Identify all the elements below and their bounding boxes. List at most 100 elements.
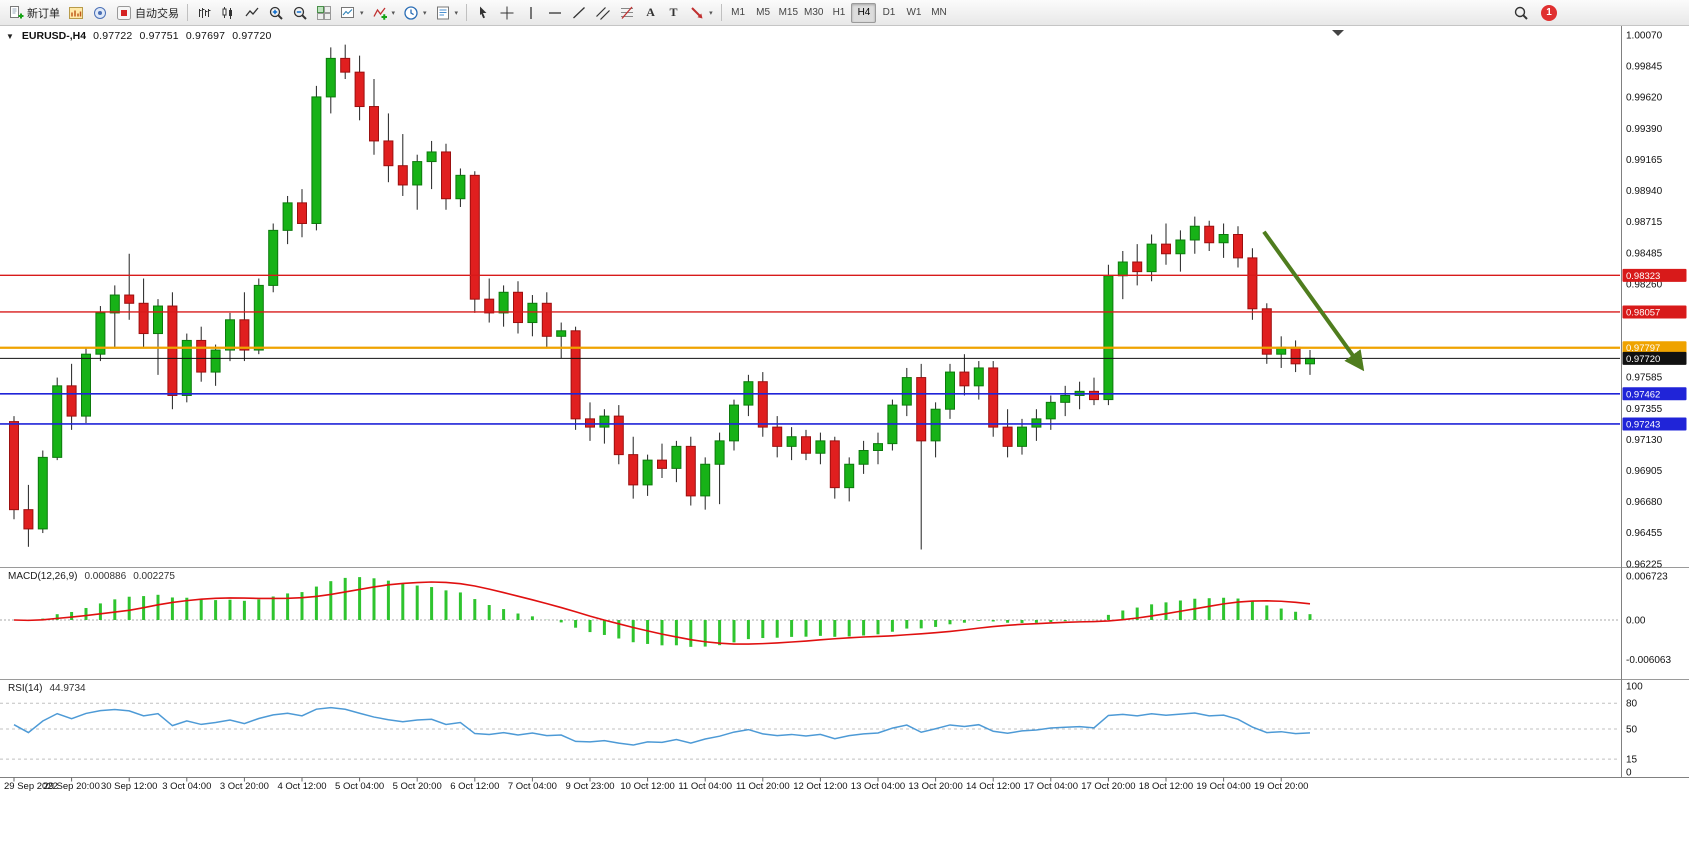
vline-icon	[530, 6, 532, 19]
timeframe-button-M30[interactable]: M30	[804, 7, 824, 18]
autotrade-icon	[117, 5, 131, 20]
price-badge-text: 0.98323	[1626, 271, 1660, 282]
candle-body	[930, 408, 941, 442]
price-tick-label: 1.00070	[1626, 31, 1663, 42]
line-chart-button[interactable]	[240, 2, 264, 23]
price-tick-label: 0.99845	[1626, 61, 1663, 72]
time-axis-label: 19 Oct 04:00	[1196, 781, 1251, 792]
price-tick-label: 0.99620	[1626, 92, 1663, 103]
price-tick-label: 0.96455	[1626, 528, 1663, 539]
candle-body	[268, 229, 279, 286]
candle-body	[541, 302, 552, 337]
one-click-trading-arrow[interactable]: ▼	[6, 31, 14, 41]
candle-body	[354, 71, 365, 108]
toolbar-right-group: 1	[1509, 2, 1557, 23]
price-tick-label: 0.98260	[1626, 280, 1663, 291]
candle-body	[772, 426, 783, 447]
timeframe-button-H1[interactable]: H1	[832, 7, 846, 18]
price-badge-text: 0.98057	[1626, 307, 1660, 318]
timeframe-button-H4[interactable]: H4	[851, 2, 877, 23]
timeframe-button-D1[interactable]: D1	[882, 7, 896, 18]
vertical-line-button[interactable]	[519, 2, 543, 23]
timeframe-button-M5[interactable]: M5	[756, 7, 771, 18]
price-badge	[1622, 268, 1687, 282]
candle-body	[858, 449, 869, 465]
candle-body	[513, 291, 523, 324]
chart-window[interactable]: 1.00070 0.99845 0.99620 0.99390 0.99165 0.989…	[0, 26, 1689, 863]
crosshair-button[interactable]	[495, 2, 519, 23]
chart-window-button[interactable]	[64, 2, 88, 23]
timeframe-button-M15[interactable]: M15	[778, 7, 799, 18]
timeframe-button-M1[interactable]: M1	[731, 7, 746, 18]
tile-windows-button[interactable]	[312, 2, 336, 23]
time-axis-label: 14 Oct 12:00	[965, 781, 1021, 792]
zoom-in-button[interactable]	[264, 2, 288, 23]
timeframe-button-MN[interactable]: MN	[931, 7, 947, 18]
fibonacci-button[interactable]	[615, 2, 639, 23]
candle-body	[66, 385, 77, 417]
trend-arrow-annotation[interactable]	[1262, 230, 1365, 372]
time-axis-label: 12 Oct 12:00	[793, 781, 848, 792]
indicators-button[interactable]: ▾	[368, 2, 400, 23]
horizontal-line-button[interactable]	[543, 2, 567, 23]
time-axis-label: 9 Oct 23:00	[565, 781, 615, 792]
chart-shift-marker[interactable]	[1332, 30, 1344, 36]
new-chart-button[interactable]: ▾	[336, 2, 368, 23]
time-axis-label: 10 Oct 12:00	[620, 781, 675, 792]
autotrading-button[interactable]: 自动交易	[112, 2, 183, 23]
rsi-axis-label: 80	[1626, 699, 1638, 710]
new-order-button-label: 新订单	[27, 7, 60, 20]
candle-body	[37, 456, 48, 530]
candle-body	[340, 57, 351, 73]
rsi-axis-label: 100	[1626, 682, 1643, 693]
candle-body	[138, 302, 149, 335]
price-tick-label: 0.98715	[1626, 217, 1663, 228]
time-axis[interactable]: 29 Sep 2022 29 Sep 20:00 30 Sep 12:00 3 Oct…	[0, 781, 1689, 797]
bar-chart-button[interactable]	[192, 2, 216, 23]
periods-button[interactable]: ▾	[399, 2, 431, 23]
timeframe-button-W1[interactable]: W1	[906, 7, 922, 18]
trendline-button[interactable]	[567, 2, 591, 23]
candle-body	[1117, 261, 1128, 277]
candle-body	[757, 381, 768, 428]
symbol-ohlc-line: ▼ EURUSD-,H4 0.97722 0.97751 0.97697 0.9…	[6, 30, 272, 42]
equidistant-channel-button[interactable]	[591, 2, 615, 23]
candle-body	[844, 463, 855, 489]
bid-price-badge-text: 0.97720	[1626, 354, 1660, 365]
text-label-button[interactable]: T	[662, 2, 685, 23]
notification-badge[interactable]: 1	[1541, 4, 1557, 21]
candle-body	[153, 305, 163, 335]
arrows-button[interactable]: ▾	[685, 2, 717, 23]
zoom-out-button[interactable]	[288, 2, 312, 23]
candle-body	[700, 463, 711, 497]
candle-body	[253, 284, 264, 351]
candle-body	[642, 459, 653, 486]
chevron-down-icon: ▾	[391, 9, 396, 17]
market-icon	[94, 6, 106, 19]
time-axis-label: 30 Sep 12:00	[100, 781, 158, 792]
new-order-button[interactable]: 新订单	[4, 2, 64, 23]
price-badge	[1622, 417, 1687, 431]
time-axis-label: 13 Oct 04:00	[850, 781, 906, 792]
templates-button[interactable]: ▾	[431, 2, 463, 23]
price-tick-label: 0.96680	[1626, 497, 1663, 508]
candle-body	[815, 440, 826, 454]
rsi-axis-label: 15	[1626, 755, 1638, 766]
ohlc-close: 0.97720	[232, 30, 272, 42]
candlestick-chart-button[interactable]	[216, 2, 240, 23]
chart-background	[0, 26, 1689, 863]
candle-body	[628, 454, 639, 486]
price-badge	[1622, 305, 1687, 319]
candle-body	[1175, 239, 1186, 255]
candle-body	[181, 339, 192, 396]
new-chart-icon	[341, 6, 354, 18]
candle-body	[441, 151, 451, 200]
search-button[interactable]	[1509, 2, 1533, 23]
candle-body	[397, 165, 408, 186]
doc-plus-icon	[10, 5, 24, 18]
candle-body	[196, 339, 207, 373]
market-watch-button[interactable]	[88, 2, 112, 23]
cursor-button[interactable]	[471, 2, 495, 23]
text-button[interactable]: A	[639, 2, 662, 23]
chart-canvas[interactable]: 1.00070 0.99845 0.99620 0.99390 0.99165 0.989…	[0, 26, 1689, 863]
